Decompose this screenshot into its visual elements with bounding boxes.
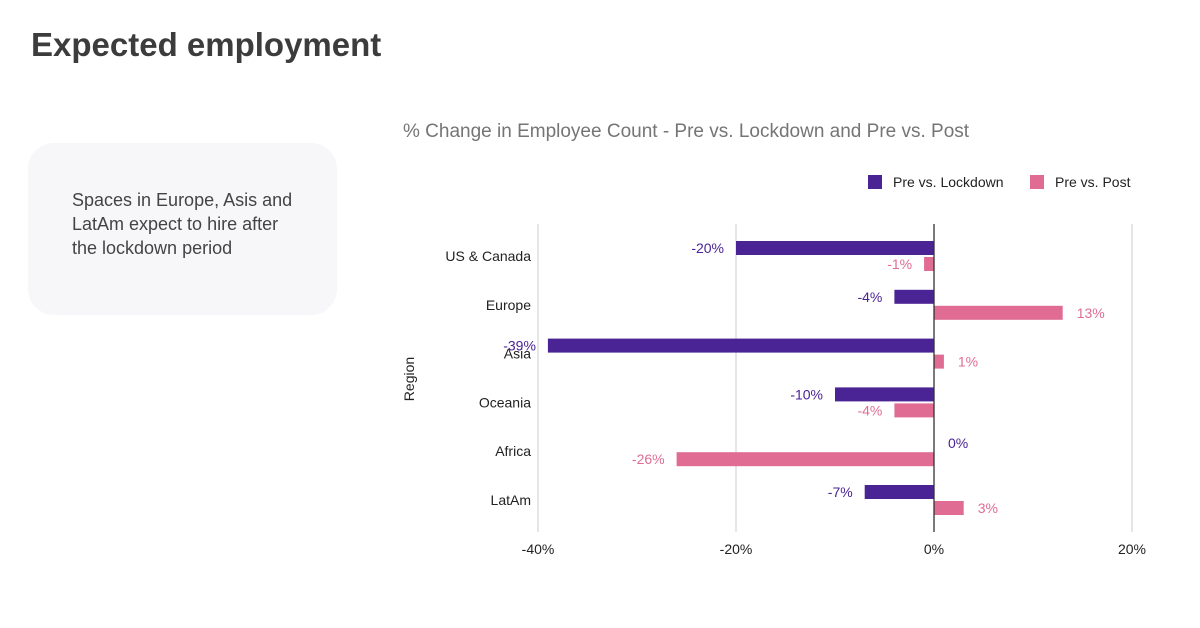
data-label: -7% (828, 484, 853, 500)
bar (894, 289, 934, 304)
data-label: -39% (503, 338, 536, 354)
chart-title: % Change in Employee Count - Pre vs. Loc… (403, 121, 970, 142)
bar (934, 354, 944, 369)
bar (676, 452, 934, 467)
x-tick-label: 0% (924, 541, 944, 557)
category-label: LatAm (491, 492, 531, 508)
data-label: -20% (691, 240, 724, 256)
bar (835, 387, 934, 402)
x-tick-label: -40% (522, 541, 555, 557)
data-label: -1% (887, 256, 912, 272)
data-label: 3% (978, 500, 998, 516)
note-text: Spaces in Europe, Asis and LatAm expect … (72, 190, 293, 258)
data-label: -4% (857, 289, 882, 305)
bar (894, 403, 934, 418)
category-label: Europe (486, 297, 531, 313)
x-tick-label: -20% (720, 541, 753, 557)
legend-label: Pre vs. Lockdown (893, 174, 1004, 190)
bar (924, 257, 934, 271)
category-label: Africa (495, 443, 531, 459)
data-label: -10% (790, 386, 823, 402)
page-title: Expected employment (31, 26, 382, 63)
bar (547, 338, 934, 353)
bar (934, 501, 964, 515)
legend-swatch (1030, 175, 1044, 189)
legend-swatch (868, 175, 882, 189)
category-label: Oceania (479, 394, 531, 410)
data-label: -26% (632, 451, 665, 467)
note-card: Spaces in Europe, Asis and LatAm expect … (28, 143, 337, 315)
data-label: 0% (948, 435, 968, 451)
data-label: -4% (857, 402, 882, 418)
category-label: US & Canada (445, 248, 531, 264)
bar (934, 305, 1063, 320)
data-label: 13% (1077, 305, 1105, 321)
legend-label: Pre vs. Post (1055, 174, 1131, 190)
x-tick-label: 20% (1118, 541, 1146, 557)
category-label: Asia (504, 346, 531, 362)
data-label: 1% (958, 354, 978, 370)
bar (864, 485, 934, 499)
bar (736, 241, 934, 255)
y-axis-title: Region (401, 357, 417, 401)
